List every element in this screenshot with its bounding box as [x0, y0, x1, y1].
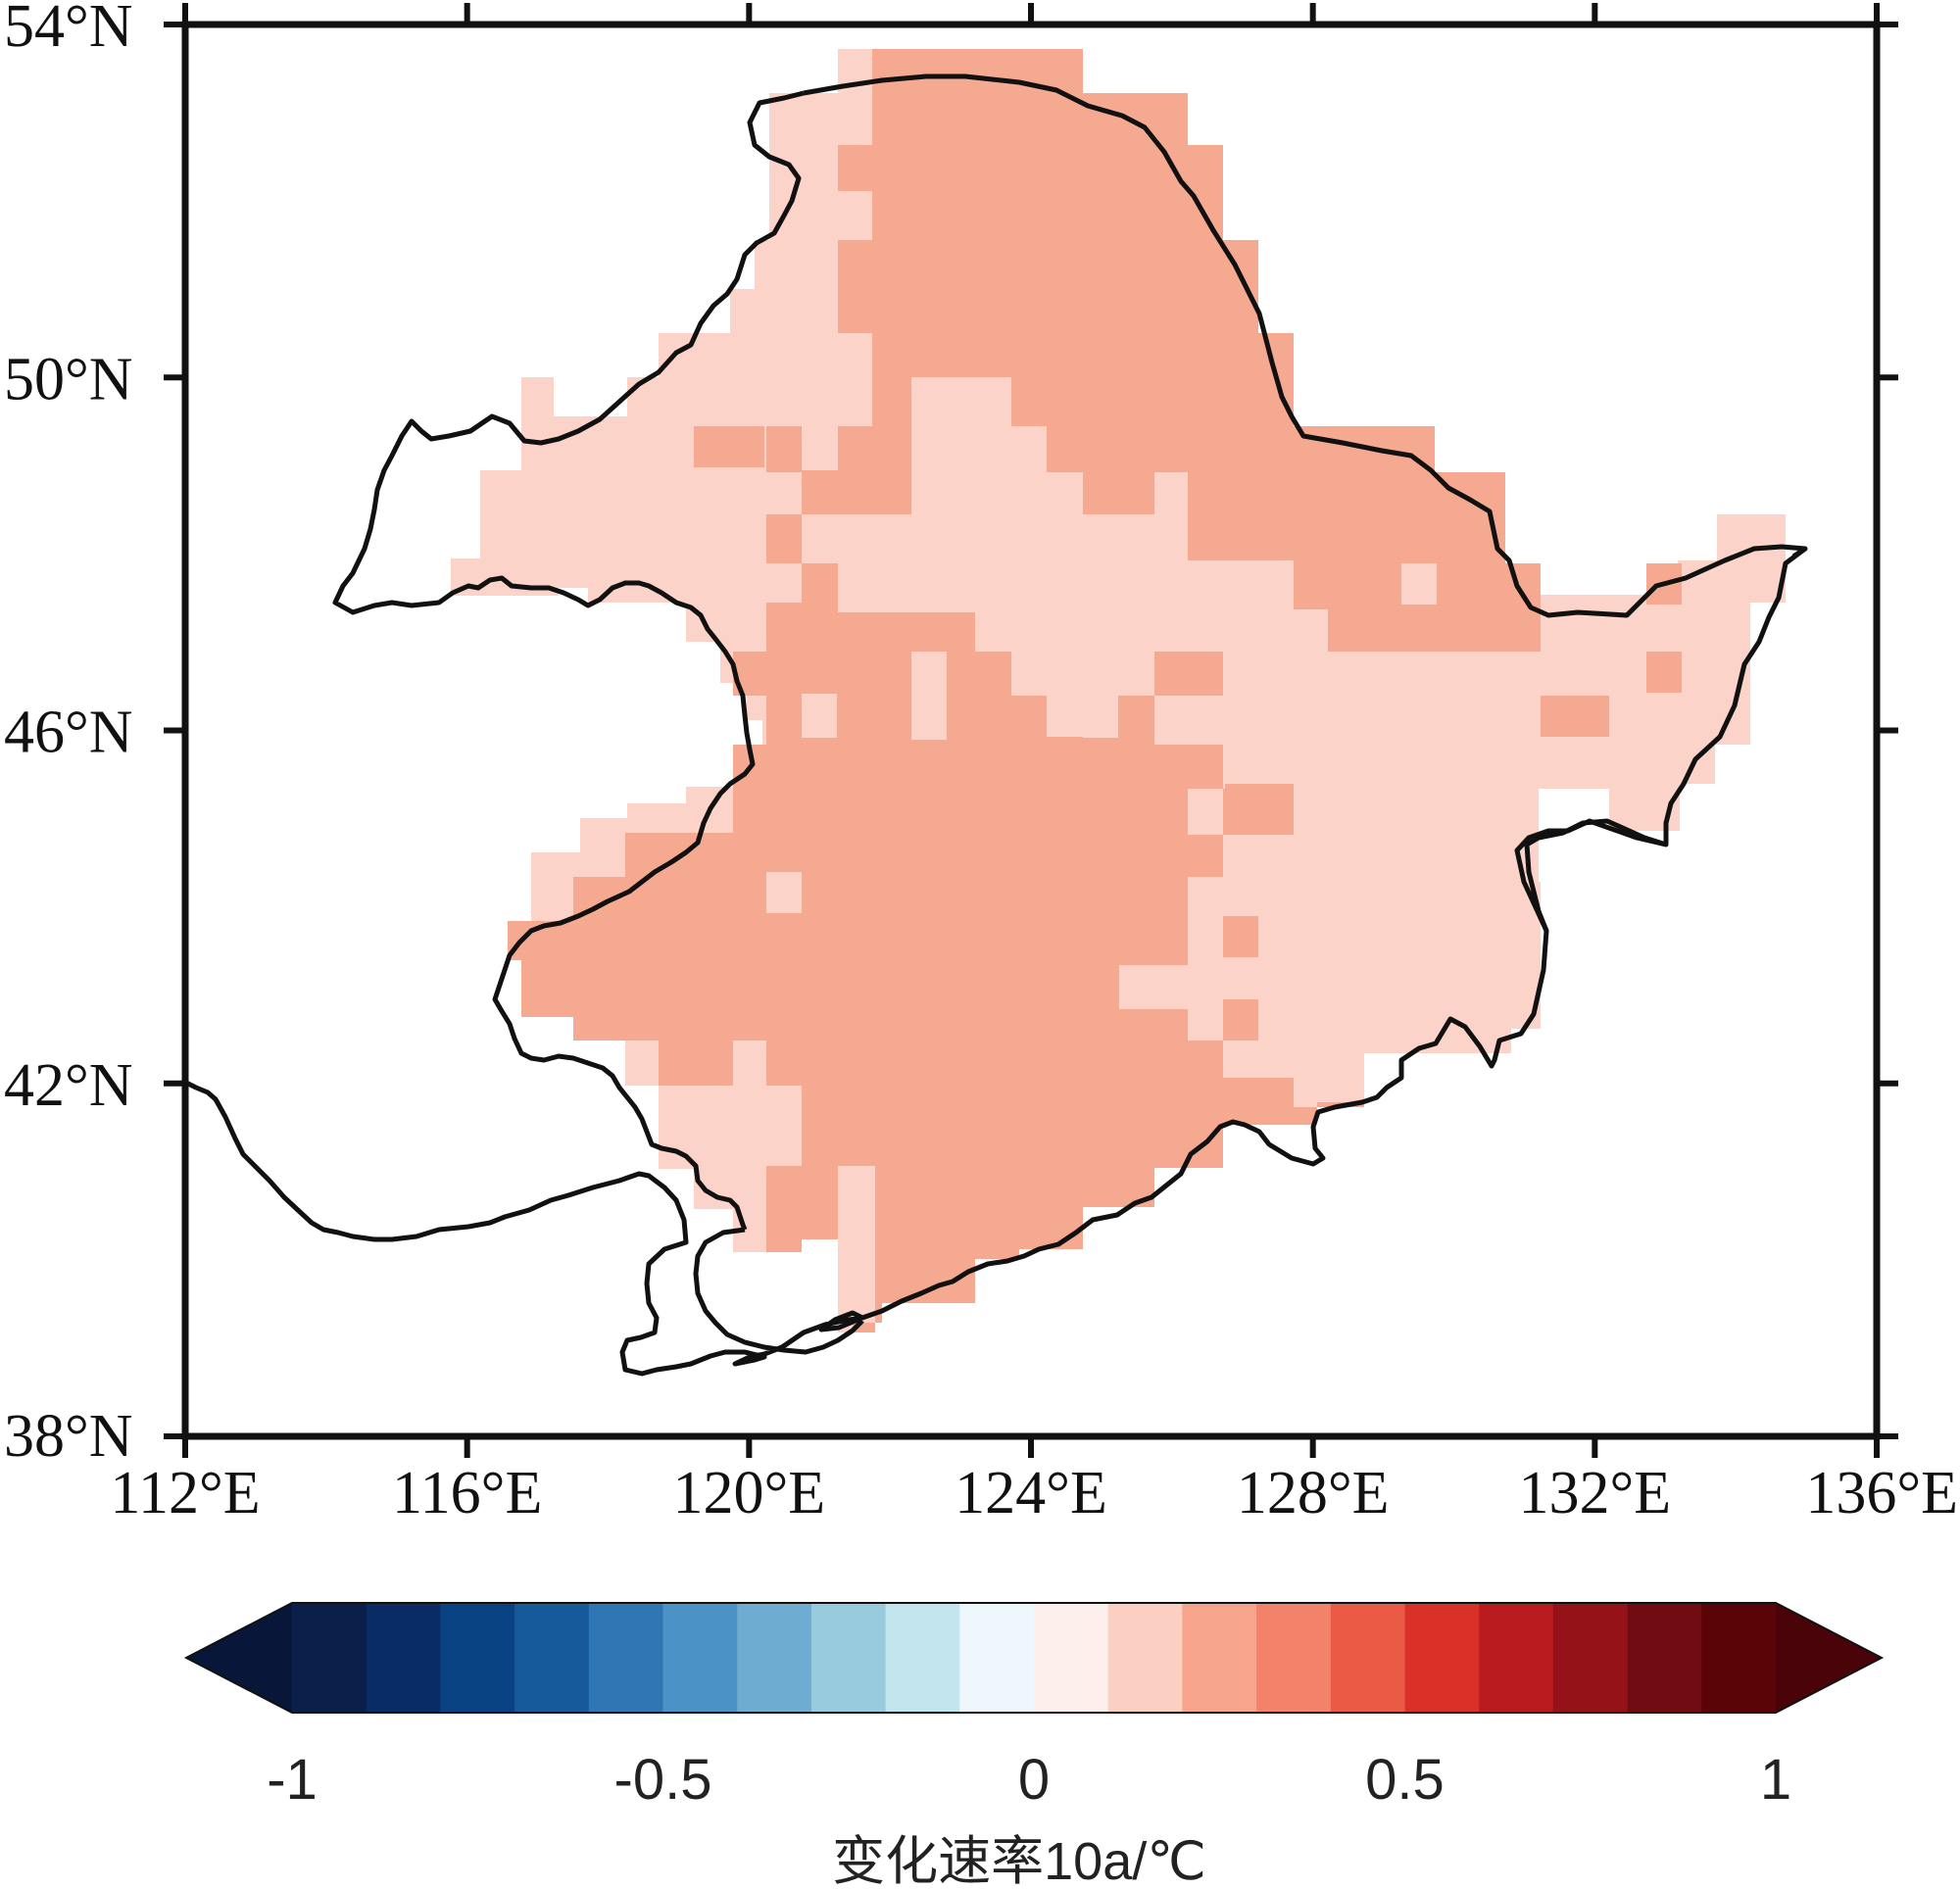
- colorbar-segment: [588, 1603, 664, 1713]
- dark-patch: [1225, 784, 1294, 825]
- colorbar-segment: [1034, 1603, 1109, 1713]
- light-patch: [1083, 694, 1118, 738]
- light-patch: [766, 872, 802, 913]
- colorbar-under-arrow: [186, 1603, 292, 1713]
- light-patch: [659, 1086, 766, 1169]
- colorbar-segment: [514, 1603, 590, 1713]
- colorbar-tick-label: 1: [1760, 1748, 1791, 1812]
- colorbar-segment: [737, 1603, 812, 1713]
- colorbar-segment: [1627, 1603, 1703, 1713]
- colorbar-segments: [292, 1603, 1777, 1713]
- colorbar-outline: [183, 1602, 1885, 1714]
- colorbar-segment: [440, 1603, 515, 1713]
- colorbar-segment: [1479, 1603, 1554, 1713]
- colorbar-segment: [292, 1603, 368, 1713]
- light-patch: [1225, 607, 1260, 649]
- colorbar-tick-label: 0.5: [1365, 1748, 1445, 1812]
- colorbar: -1 -0.5 0 0.5 1 变化速率10a/℃: [183, 1602, 1885, 1889]
- lon-tick-label: 120°E: [672, 1460, 825, 1526]
- region-boundary-west: [332, 90, 805, 1231]
- lat-tick-label: 42°N: [4, 1052, 133, 1119]
- dark-patch: [694, 426, 764, 467]
- colorbar-title: 变化速率10a/℃: [832, 1832, 1206, 1889]
- region-boundary: [185, 73, 1808, 1377]
- colorbar-segment: [810, 1603, 887, 1713]
- trend-field: [185, 49, 1808, 1377]
- map-panel: 112°E 116°E 120°E 124°E 128°E 132°E 136°E 54°N…: [4, 0, 1958, 1526]
- lat-tick-label: 50°N: [4, 346, 133, 412]
- light-patch: [802, 694, 837, 738]
- colorbar-segment: [959, 1603, 1035, 1713]
- colorbar-tick-label: -1: [267, 1748, 318, 1812]
- central-low-trend-band: [802, 377, 1294, 737]
- colorbar-segment: [1552, 1603, 1629, 1713]
- light-patch: [1401, 563, 1437, 605]
- colorbar-segment: [662, 1603, 738, 1713]
- lon-tick-label: 124°E: [955, 1460, 1107, 1526]
- colorbar-tick-labels: -1 -0.5 0 0.5 1: [267, 1748, 1791, 1812]
- lon-tick-label: 132°E: [1518, 1460, 1671, 1526]
- lat-tick-label: 54°N: [4, 0, 133, 60]
- colorbar-segment: [1256, 1603, 1332, 1713]
- lon-tick-label: 136°E: [1805, 1460, 1958, 1526]
- colorbar-segment: [1182, 1603, 1257, 1713]
- dark-patch: [1223, 916, 1258, 957]
- lon-tick-label: 128°E: [1237, 1460, 1390, 1526]
- colorbar-segment: [366, 1603, 442, 1713]
- dark-patch: [625, 877, 696, 918]
- latitude-ticks: 54°N 50°N 46°N 42°N 38°N: [4, 0, 1898, 1470]
- colorbar-segment: [1330, 1603, 1406, 1713]
- lon-tick-label: 116°E: [392, 1460, 542, 1526]
- region-boundary-east: [1524, 546, 1807, 932]
- longitude-ticks: 112°E 116°E 120°E 124°E 128°E 132°E 136°E: [110, 3, 1958, 1526]
- light-patch: [911, 652, 947, 740]
- dark-patch: [1541, 696, 1609, 737]
- colorbar-over-arrow: [1776, 1603, 1882, 1713]
- lat-tick-label: 46°N: [4, 700, 133, 766]
- dark-patch: [1646, 652, 1682, 693]
- colorbar-segment: [1701, 1603, 1777, 1713]
- colorbar-segment: [1404, 1603, 1480, 1713]
- colorbar-tick-label: 0: [1018, 1748, 1050, 1812]
- colorbar-segment: [1107, 1603, 1184, 1713]
- colorbar-tick-label: -0.5: [614, 1748, 712, 1812]
- lat-tick-label: 38°N: [4, 1403, 133, 1470]
- lon-tick-label: 112°E: [110, 1460, 260, 1526]
- colorbar-segment: [885, 1603, 961, 1713]
